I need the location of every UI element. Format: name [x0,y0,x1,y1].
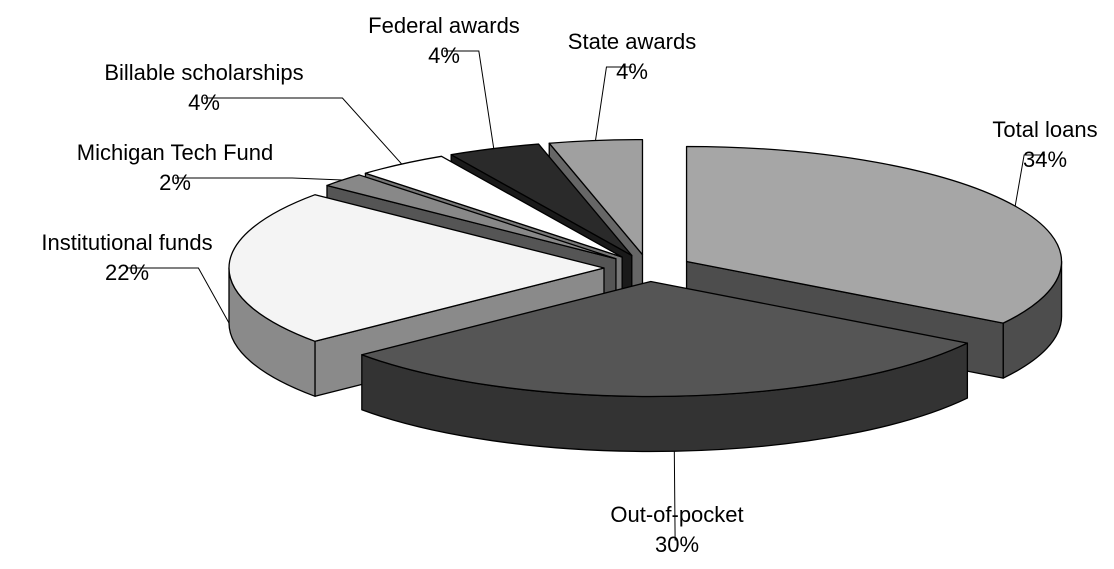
slice-top [361,280,969,398]
slice-value-label: 30% [655,532,699,557]
slice-value-label: 4% [188,90,220,115]
leader-line [127,267,230,324]
slice-value-label: 4% [428,43,460,68]
leader-line [673,451,677,541]
slice-value-label: 2% [159,170,191,195]
slice-value-label: 22% [105,260,149,285]
slice-label: Total loans [992,117,1097,142]
slice-label: Federal awards [368,13,520,38]
slice-top [685,145,1063,324]
slice-label: Billable scholarships [104,60,303,85]
slice-label: Institutional funds [41,230,212,255]
slice-value-label: 4% [616,59,648,84]
leader-line [1014,154,1045,207]
leader-line [444,50,495,149]
slice-label: Michigan Tech Fund [77,140,274,165]
slice-label: Out-of-pocket [610,502,743,527]
slice-label: State awards [568,29,696,54]
leader-line [594,66,632,141]
pie-slice [361,280,969,453]
leader-line [175,177,343,181]
leader-line [204,97,403,165]
slice-top [228,194,605,342]
slice-value-label: 34% [1023,147,1067,172]
